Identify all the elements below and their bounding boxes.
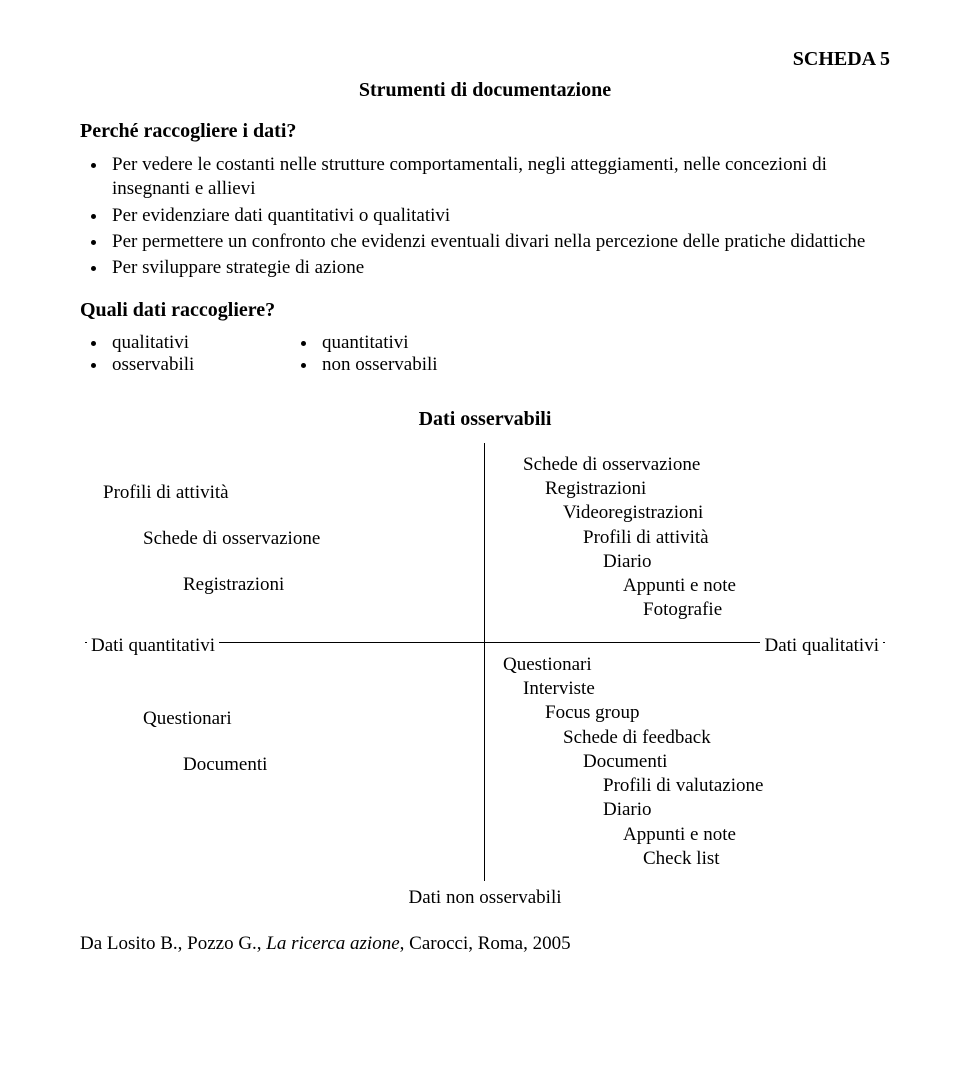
citation: Da Losito B., Pozzo G., La ricerca azion… [80, 933, 890, 955]
text-line: Videoregistrazioni [503, 501, 867, 525]
cross-bottom-title: Dati non osservabili [80, 887, 890, 909]
text-line: Profili di valutazione [503, 774, 867, 798]
section1-heading: Perché raccogliere i dati? [80, 120, 890, 143]
text-line: Questionari [503, 653, 867, 677]
text-line: Schede di feedback [503, 726, 867, 750]
quadrant-bottom-left: Questionari Documenti [85, 643, 485, 882]
text-line: Documenti [503, 750, 867, 774]
text-line: Documenti [103, 753, 466, 777]
quadrant-bottom-right: Questionari Interviste Focus group Sched… [485, 643, 885, 882]
page: SCHEDA 5 Strumenti di documentazione Per… [0, 0, 960, 1003]
text-line: Fotografie [503, 598, 867, 622]
list-item: non osservabili [318, 354, 500, 376]
list-item: quantitativi [318, 332, 500, 354]
quadrant-top-right: Schede di osservazione Registrazioni Vid… [485, 443, 885, 643]
page-title: Strumenti di documentazione [80, 79, 890, 102]
text-line: Schede di osservazione [103, 527, 466, 551]
section2-heading: Quali dati raccogliere? [80, 299, 890, 322]
sheet-number: SCHEDA 5 [80, 48, 890, 71]
text-line: Appunti e note [503, 823, 867, 847]
list-item: Per vedere le costanti nelle strutture c… [108, 153, 890, 202]
text-line: Diario [503, 550, 867, 574]
list-item: Per evidenziare dati quantitativi o qual… [108, 204, 890, 228]
pair-row-2: osservabili non osservabili [80, 354, 890, 376]
text-line: Profili di attività [503, 526, 867, 550]
text-line: Registrazioni [103, 573, 466, 597]
text-line: Appunti e note [503, 574, 867, 598]
text-line: Questionari [103, 707, 466, 731]
text-line: Diario [503, 798, 867, 822]
text-line: Profili di attività [103, 481, 466, 505]
cross-diagram: Profili di attività Schede di osservazio… [85, 443, 885, 882]
cross-top-title: Dati osservabili [80, 408, 890, 431]
text-line: Focus group [503, 701, 867, 725]
text-line: Schede di osservazione [503, 453, 867, 477]
pair-row-1: qualitativi quantitativi [80, 332, 890, 354]
text-line: Interviste [503, 677, 867, 701]
text-line: Check list [503, 847, 867, 871]
quadrant-top-left: Profili di attività Schede di osservazio… [85, 443, 485, 643]
list-item: Per sviluppare strategie di azione [108, 256, 890, 280]
list-item: osservabili [108, 354, 290, 376]
text-line: Registrazioni [503, 477, 867, 501]
list-item: qualitativi [108, 332, 290, 354]
list-item: Per permettere un confronto che evidenzi… [108, 230, 890, 254]
section1-list: Per vedere le costanti nelle strutture c… [80, 153, 890, 281]
